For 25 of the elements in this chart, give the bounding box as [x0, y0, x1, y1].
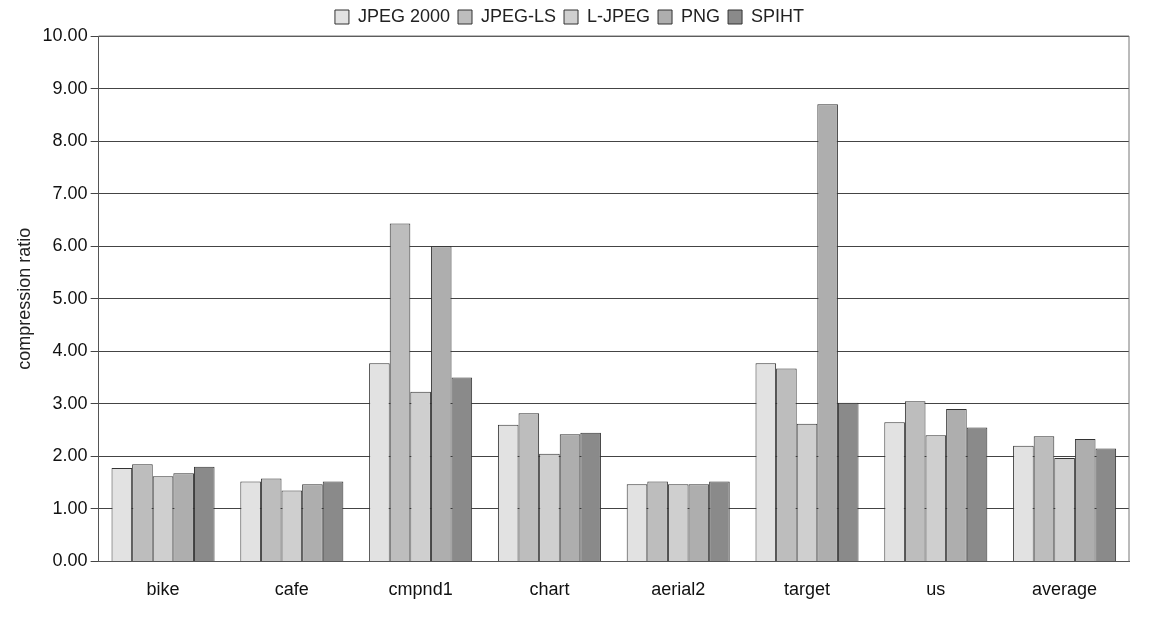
y-tick-label: 3.00: [52, 392, 88, 413]
y-tick-label: 9.00: [52, 77, 88, 98]
y-tick-label: 6.00: [52, 235, 88, 256]
x-tick-label: cmpnd1: [388, 579, 453, 600]
x-tick-label: bike: [146, 579, 180, 600]
legend-label: PNG: [681, 5, 721, 26]
legend-label: SPIHT: [751, 5, 805, 26]
y-axis-title: compression ratio: [13, 227, 34, 370]
y-tick-label: 1.00: [52, 497, 88, 518]
x-tick-label: aerial2: [651, 579, 706, 600]
x-tick-label: target: [784, 579, 831, 600]
legend-label: L-JPEG: [587, 5, 651, 26]
x-tick-label: average: [1032, 579, 1098, 600]
x-tick-label: chart: [529, 579, 570, 600]
y-tick-label: 0.00: [52, 550, 88, 571]
x-tick-label: us: [926, 579, 946, 600]
y-tick-label: 10.00: [42, 24, 88, 45]
legend-label: JPEG 2000: [357, 5, 451, 26]
y-tick-label: 8.00: [52, 130, 88, 151]
y-tick-label: 5.00: [52, 287, 88, 308]
y-tick-label: 4.00: [52, 340, 88, 361]
x-tick-label: cafe: [274, 579, 309, 600]
legend-label: JPEG-LS: [481, 5, 557, 26]
y-tick-label: 7.00: [52, 182, 88, 203]
y-tick-label: 2.00: [52, 445, 88, 466]
